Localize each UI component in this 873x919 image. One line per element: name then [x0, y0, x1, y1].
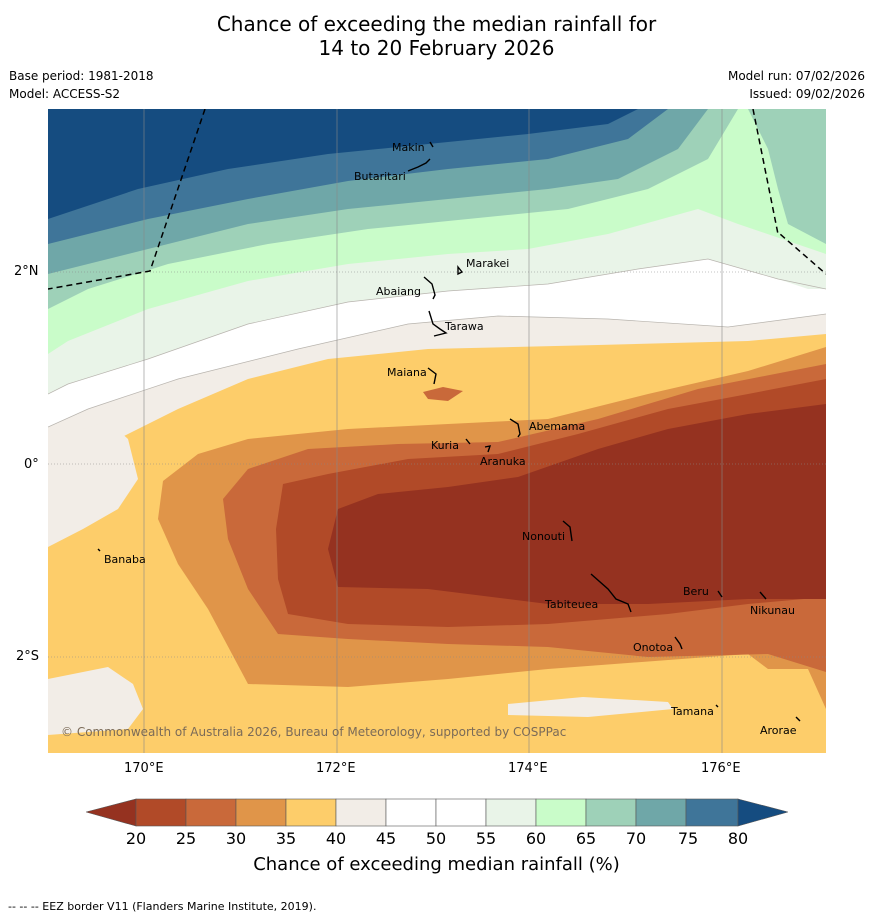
- island-tamana: [715, 704, 719, 708]
- island-kuria: [465, 438, 471, 445]
- meta-right: Model run: 07/02/2026 Issued: 09/02/2026: [728, 67, 865, 103]
- band-above-80: [48, 109, 638, 219]
- model-run: Model run: 07/02/2026: [727, 69, 865, 83]
- label-kuria: Kuria: [431, 439, 459, 452]
- colorbar-tick: 20: [125, 829, 147, 848]
- colorbar-low-arrow: [86, 798, 137, 827]
- island-abaiang: [423, 276, 436, 300]
- band-40-45-south: [48, 421, 138, 547]
- island-marakei: [457, 265, 464, 276]
- island-onotoa: [674, 636, 683, 650]
- title-line-2: 14 to 20 February 2026: [318, 36, 555, 60]
- label-beru: Beru: [683, 585, 709, 598]
- colorbar-seg-60-65: [535, 798, 587, 827]
- copyright-notice: © Commonwealth of Australia 2026, Bureau…: [61, 725, 566, 739]
- label-makin: Makin: [392, 141, 425, 154]
- lat-label-0: 0°: [24, 457, 39, 472]
- colorbar-tick: 25: [175, 829, 197, 848]
- base-period: Base period: 1981-2018: [9, 69, 154, 83]
- lat-label-2s: 2°S: [16, 649, 40, 664]
- colorbar-tick: 60: [525, 829, 547, 848]
- colorbar-tick: 80: [727, 829, 749, 848]
- colorbar-tick: 35: [275, 829, 297, 848]
- colorbar-tick: 50: [425, 829, 447, 848]
- colorbar-high-arrow: [737, 798, 788, 827]
- colorbar-tick: 55: [475, 829, 497, 848]
- colorbar-seg-30-35: [235, 798, 287, 827]
- colorbar-seg-50-55: [435, 798, 487, 827]
- label-aranuka: Aranuka: [480, 455, 526, 468]
- label-tamana: Tamana: [670, 705, 714, 718]
- island-abemama: [509, 418, 521, 438]
- island-beru: [717, 590, 723, 598]
- colorbar-tick: 45: [375, 829, 397, 848]
- island-makin: [429, 141, 434, 148]
- graticule: [48, 109, 826, 753]
- lon-label-174: 174°E: [508, 761, 548, 776]
- colorbar-seg-65-70: [585, 798, 637, 827]
- colorbar-tick: 65: [575, 829, 597, 848]
- colorbar-tick: 70: [625, 829, 647, 848]
- lon-label-170: 170°E: [124, 761, 164, 776]
- label-maiana: Maiana: [387, 366, 427, 379]
- island-maiana: [427, 367, 437, 385]
- island-aranuka: [484, 445, 492, 453]
- label-onotoa: Onotoa: [633, 641, 673, 654]
- colorbar-seg-40-45: [335, 798, 387, 827]
- eez-footnote: -- -- -- EEZ border V11 (Flanders Marine…: [8, 900, 317, 913]
- colorbar-seg-55-60: [485, 798, 537, 827]
- island-nikunau: [759, 591, 767, 600]
- colorbar-tick: 40: [325, 829, 347, 848]
- label-banaba: Banaba: [104, 553, 146, 566]
- label-abemama: Abemama: [529, 420, 585, 433]
- island-arorae: [795, 716, 801, 722]
- lat-label-2n: 2°N: [14, 264, 39, 279]
- band-below-20: [328, 404, 826, 604]
- island-banaba: [97, 548, 101, 552]
- label-abaiang: Abaiang: [376, 285, 421, 298]
- lon-label-176: 176°E: [701, 761, 741, 776]
- band-40-45-south-patch: [48, 667, 143, 735]
- colorbar-seg-70-75: [635, 798, 687, 827]
- island-butaritari: [407, 158, 431, 172]
- label-nonouti: Nonouti: [522, 530, 565, 543]
- title-line-1: Chance of exceeding the median rainfall …: [216, 12, 657, 36]
- eez-border: [48, 109, 826, 290]
- band-25-30-maiana-blob: [423, 387, 463, 401]
- colorbar-title: Chance of exceeding median rainfall (%): [253, 854, 620, 875]
- colorbar-seg-35-40: [285, 798, 337, 827]
- place-labels: Makin Butaritari Marakei Abaiang Tarawa …: [104, 141, 797, 737]
- rainfall-map: Makin Butaritari Marakei Abaiang Tarawa …: [48, 109, 826, 753]
- band-65-70-ne: [748, 109, 826, 244]
- meta-left: Base period: 1981-2018 Model: ACCESS-S2: [9, 67, 154, 103]
- colorbar-seg-45-50: [385, 798, 437, 827]
- label-arorae: Arorae: [760, 724, 797, 737]
- issued-date: Issued: 09/02/2026: [749, 87, 865, 101]
- colorbar: [86, 798, 788, 827]
- label-nikunau: Nikunau: [750, 604, 795, 617]
- island-nonouti: [562, 520, 573, 542]
- label-tarawa: Tarawa: [444, 320, 484, 333]
- model-name: Model: ACCESS-S2: [9, 87, 121, 101]
- chart-title: Chance of exceeding the median rainfall …: [0, 12, 873, 60]
- colorbar-seg-25-30: [185, 798, 237, 827]
- lon-label-172: 172°E: [316, 761, 356, 776]
- island-tabiteuea: [590, 573, 632, 613]
- label-marakei: Marakei: [466, 257, 509, 270]
- colorbar-tick: 75: [677, 829, 699, 848]
- colorbar-seg-75-80: [685, 798, 739, 827]
- colorbar-seg-20-25: [135, 798, 187, 827]
- islands: [97, 141, 801, 722]
- label-butaritari: Butaritari: [354, 170, 406, 183]
- colorbar-tick: 30: [225, 829, 247, 848]
- island-tarawa: [428, 310, 448, 337]
- contour-lines: [48, 258, 826, 428]
- label-tabiteuea: Tabiteuea: [544, 598, 598, 611]
- band-40-45-tamana: [508, 697, 673, 717]
